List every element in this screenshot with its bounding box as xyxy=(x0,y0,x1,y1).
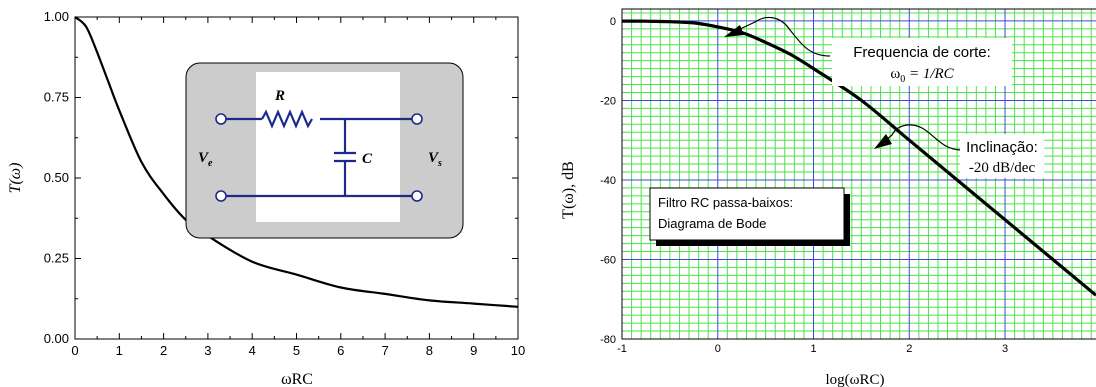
left-y-tick-label: 1.00 xyxy=(44,9,69,24)
right-x-tick-label: 2 xyxy=(906,343,912,355)
left-y-tick-label: 0.00 xyxy=(44,331,69,346)
resistor-symbol xyxy=(261,109,313,129)
terminal-in-bottom xyxy=(215,190,227,202)
cutoff-label-box xyxy=(832,38,1012,86)
right-y-tick-label: 0 xyxy=(610,16,616,28)
left-y-axis-label: T(ω) xyxy=(7,163,24,194)
left-plot-frame xyxy=(74,16,519,340)
slope-arrowhead xyxy=(874,134,892,149)
left-x-tick-label: 8 xyxy=(426,343,433,358)
cutoff-leader-line xyxy=(737,16,831,57)
left-x-tick-label: 3 xyxy=(204,343,211,358)
terminal-out-top xyxy=(411,113,423,125)
right-y-tick-label: -40 xyxy=(600,175,616,187)
info-box xyxy=(649,187,845,241)
cutoff-label-line2: ω0 = 1/RC xyxy=(890,66,954,85)
info-box-title: Filtro RC passa-baixos: xyxy=(658,195,793,210)
right-grid-major xyxy=(621,9,1096,340)
circuit-inset: R C Ve Vs xyxy=(185,62,464,239)
right-plot-frame xyxy=(621,8,1096,340)
left-x-tick-label: 9 xyxy=(470,343,477,358)
left-x-axis-label: ωRC xyxy=(281,371,313,387)
slope-label-line1: Inclinação: xyxy=(966,139,1038,156)
right-y-tick-label: -80 xyxy=(600,334,616,346)
cutoff-arrowhead xyxy=(724,25,744,37)
filter-info-box: Filtro RC passa-baixos: Diagrama de Bode xyxy=(649,187,850,246)
left-x-tick-label: 7 xyxy=(381,343,388,358)
left-tick-labels: 0 1 2 3 4 5 6 7 8 9 10 0.00 0.25 0.50 0.75 1.00 xyxy=(44,9,526,358)
right-grid-minor xyxy=(622,9,1096,339)
left-y-tick-label: 0.25 xyxy=(44,251,69,266)
right-y-tick-label: -60 xyxy=(600,254,616,266)
right-x-tick-label: 3 xyxy=(1002,343,1008,355)
right-series-line xyxy=(621,19,1096,297)
right-y-axis-label: T(ω), dB xyxy=(560,161,577,219)
right-x-axis-label: log(ωRC) xyxy=(825,372,884,387)
right-chart: -1 0 1 2 3 0 -20 -40 -60 -80 Frequencia de corte:… xyxy=(560,8,1096,387)
left-x-tick-label: 6 xyxy=(337,343,344,358)
right-x-tick-label: 1 xyxy=(810,343,816,355)
slope-leader-line xyxy=(885,124,963,151)
cutoff-label-line1: Frequencia de corte: xyxy=(853,44,991,61)
left-y-tick-label: 0.50 xyxy=(44,170,69,185)
capacitor-label: C xyxy=(362,151,373,167)
right-y-tick-label: -20 xyxy=(600,95,616,107)
input-voltage-label: Ve xyxy=(198,150,213,169)
left-chart: 0 1 2 3 4 5 6 7 8 9 10 0.00 0.25 0.50 0.75 1.00 xyxy=(7,9,525,387)
left-y-tick-label: 0.75 xyxy=(44,90,69,105)
right-x-tick-label: -1 xyxy=(617,343,627,355)
left-x-tick-label: 2 xyxy=(160,343,167,358)
resistor-label: R xyxy=(274,88,285,104)
info-box-subtitle: Diagrama de Bode xyxy=(658,216,766,231)
left-x-tick-label: 4 xyxy=(249,343,256,358)
left-x-tick-label: 1 xyxy=(116,343,123,358)
left-x-tick-label: 0 xyxy=(71,343,78,358)
terminal-out-bottom xyxy=(411,190,423,202)
left-x-tick-label: 10 xyxy=(511,343,525,358)
right-x-tick-label: 0 xyxy=(715,343,721,355)
output-voltage-label: Vs xyxy=(428,150,442,169)
slope-label-line2: -20 dB/dec xyxy=(969,160,1036,176)
slope-label-box xyxy=(960,134,1044,178)
left-x-tick-label: 5 xyxy=(293,343,300,358)
slope-annotation: Inclinação: -20 dB/dec xyxy=(874,124,1044,178)
terminal-in-top xyxy=(215,113,227,125)
right-tick-labels: -1 0 1 2 3 0 -20 -40 -60 -80 xyxy=(600,16,1008,355)
cutoff-annotation: Frequencia de corte: ω0 = 1/RC xyxy=(724,16,1012,86)
